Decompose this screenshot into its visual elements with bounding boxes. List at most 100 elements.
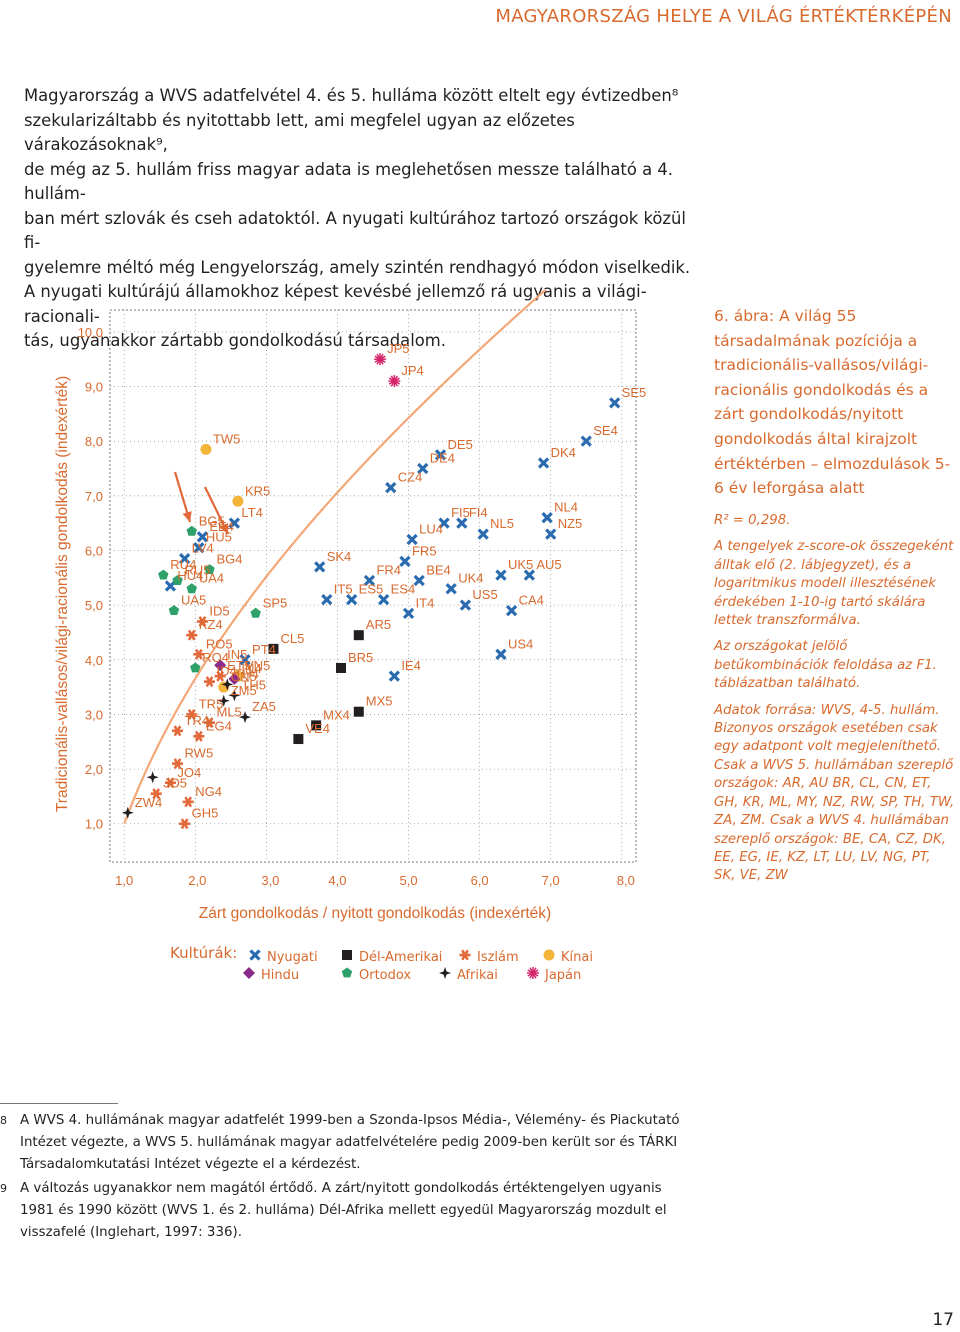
pentagon-icon (341, 967, 353, 978)
figure-caption: 6. ábra: A világ 55 társadalmának pozíci… (714, 307, 951, 498)
data-point (399, 555, 411, 568)
data-point (314, 561, 326, 573)
mark-stroke (413, 574, 425, 587)
plot-frame (109, 309, 637, 863)
mark-stroke (184, 796, 193, 808)
mark-fill (391, 378, 397, 384)
data-point (200, 443, 212, 455)
point-label: ES4 (391, 582, 416, 597)
legend-item: Kínai (542, 948, 593, 965)
point-label: PT4 (252, 642, 276, 657)
point-label: DE4 (430, 450, 455, 465)
point-label: IT4 (416, 595, 435, 610)
mark-stroke (194, 730, 203, 742)
x-tick-label: 8,0 (617, 873, 635, 888)
point-label: SK4 (327, 549, 352, 564)
footnote-line: visszafelé (Inglehart, 1997: 336). (20, 1225, 242, 1241)
y-tick-label: 1,0 (85, 817, 103, 832)
data-point (353, 630, 364, 641)
footnote-line: A WVS 4. hullámának magyar adatfelét 199… (20, 1113, 680, 1128)
point-label: UK4 (458, 571, 483, 586)
mark-stroke (609, 397, 621, 409)
legend-mark (342, 950, 352, 960)
point-label: BG5 (199, 513, 225, 528)
mark-stroke (152, 788, 161, 800)
x-tick-label: 5,0 (400, 873, 418, 888)
mark-stroke (541, 512, 553, 524)
mark-stroke (173, 758, 182, 770)
y-tick-label: 5,0 (85, 598, 103, 613)
mark-stroke (194, 648, 203, 660)
footnote-line: 1981 és 1990 között (WVS 1. és 2. hullám… (20, 1203, 667, 1219)
y-tick-label: 7,0 (85, 489, 103, 504)
mark-fill (250, 607, 261, 618)
data-point (179, 553, 191, 565)
point-label: FI5 (451, 505, 470, 520)
data-point (268, 643, 279, 654)
point-label: LV4 (192, 541, 214, 556)
footnote-line: Társadalomkutatási Intézet végezte el a … (20, 1157, 361, 1173)
x-icon (249, 949, 261, 961)
data-point (541, 512, 553, 524)
legend-label: Ortodox (359, 968, 412, 983)
point-label: TR5 (199, 696, 224, 711)
point-label: RO5 (206, 636, 233, 651)
footnote-line: A változás ugyanakkor nem magától értődő… (20, 1181, 662, 1196)
diamond-icon (243, 967, 255, 979)
point-label: LT4 (241, 505, 262, 520)
mark-stroke (505, 604, 518, 617)
point-label: ID4 (217, 664, 237, 679)
point-label: IN4 (241, 661, 261, 676)
mark-stroke (166, 777, 175, 789)
legend-item: Dél-Amerikai (340, 948, 442, 965)
data-point (537, 457, 550, 469)
point-label: FR5 (412, 543, 437, 558)
point-label: NL5 (490, 516, 514, 531)
point-label: UA4 (199, 571, 224, 586)
mark-stroke (438, 517, 450, 529)
point-label: UA5 (181, 593, 206, 608)
data-point (186, 525, 197, 536)
data-point (417, 462, 429, 475)
y-axis-label: Tradicionális-vallásos/világi-racionális… (54, 376, 71, 812)
point-label: AR5 (366, 617, 391, 632)
mark-fill (293, 734, 304, 745)
legend-title: Kultúrák: (170, 944, 238, 962)
mark-stroke (179, 553, 191, 565)
point-label: VN5 (245, 658, 270, 673)
point-label: IN5 (227, 647, 247, 662)
axis-note: A tengelyek z-score-ok összegeként állta… (714, 539, 954, 629)
point-label: ET5 (227, 658, 251, 673)
point-label: EG4 (206, 718, 232, 733)
point-label: DK4 (551, 445, 576, 460)
legend-label: Nyugati (267, 950, 318, 965)
data-point (232, 495, 244, 507)
footnote-number: 9 (0, 1182, 7, 1195)
mark-stroke (537, 457, 550, 469)
mark-stroke (461, 949, 469, 961)
mark-stroke (378, 594, 390, 606)
point-label: BR5 (348, 650, 373, 665)
data-point (221, 678, 234, 691)
data-point (363, 574, 376, 587)
data-point (193, 730, 205, 742)
mark-fill (172, 575, 183, 585)
mark-fill (146, 771, 159, 784)
legend-label: Iszlám (477, 950, 519, 965)
point-label: FR4 (376, 563, 401, 578)
mark-fill (186, 583, 197, 594)
data-point (353, 706, 364, 717)
x-tick-label: 6,0 (471, 873, 489, 888)
legend-mark (459, 949, 471, 961)
data-point (168, 605, 180, 615)
mark-fill (353, 706, 364, 717)
point-label: ID5 (209, 604, 229, 619)
mark-fill (530, 970, 536, 976)
data-point (214, 670, 226, 682)
mark-fill (221, 678, 234, 691)
mark-fill (353, 630, 364, 641)
point-label: AU5 (536, 557, 561, 572)
legend-item: Nyugati (248, 948, 318, 965)
data-point (388, 375, 401, 388)
intro-paragraph: Magyarország a WVS adatfelvétel 4. és 5.… (24, 84, 696, 354)
